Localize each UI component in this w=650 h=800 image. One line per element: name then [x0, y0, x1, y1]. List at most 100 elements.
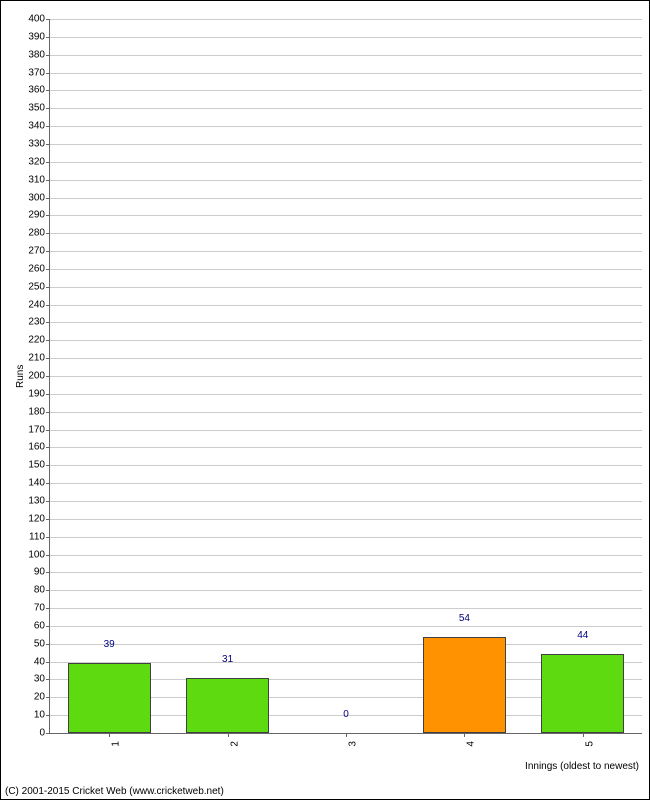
x-tick [346, 733, 347, 737]
gridline [50, 198, 642, 199]
gridline [50, 430, 642, 431]
gridline [50, 162, 642, 163]
bar-value-label: 54 [459, 613, 470, 624]
y-tick-label: 0 [39, 728, 50, 739]
x-tick-label: 5 [584, 741, 595, 747]
y-tick-label: 260 [28, 263, 50, 274]
y-tick-label: 50 [34, 638, 50, 649]
y-tick-label: 390 [28, 31, 50, 42]
gridline [50, 394, 642, 395]
y-tick-label: 310 [28, 174, 50, 185]
bar-value-label: 44 [577, 630, 588, 641]
y-tick-label: 280 [28, 228, 50, 239]
y-tick-label: 190 [28, 388, 50, 399]
gridline [50, 180, 642, 181]
y-tick-label: 380 [28, 49, 50, 60]
y-tick-label: 300 [28, 192, 50, 203]
x-tick-label: 3 [348, 741, 359, 747]
y-tick-label: 160 [28, 442, 50, 453]
gridline [50, 108, 642, 109]
gridline [50, 251, 642, 252]
y-axis-title: Runs [15, 365, 26, 388]
y-tick-label: 120 [28, 513, 50, 524]
plot-area: 0102030405060708090100110120130140150160… [49, 19, 642, 734]
bar-value-label: 0 [343, 709, 349, 720]
y-tick-label: 180 [28, 406, 50, 417]
gridline [50, 73, 642, 74]
gridline [50, 19, 642, 20]
bar-value-label: 39 [104, 639, 115, 650]
gridline [50, 215, 642, 216]
gridline [50, 287, 642, 288]
y-tick-label: 40 [34, 656, 50, 667]
gridline [50, 90, 642, 91]
x-tick-label: 4 [466, 741, 477, 747]
gridline [50, 233, 642, 234]
gridline [50, 412, 642, 413]
y-tick-label: 230 [28, 317, 50, 328]
x-tick-label: 2 [229, 741, 240, 747]
y-tick-label: 100 [28, 549, 50, 560]
y-tick-label: 110 [29, 531, 50, 542]
chart-container: 0102030405060708090100110120130140150160… [0, 0, 650, 800]
x-axis-title: Innings (oldest to newest) [525, 761, 639, 772]
y-tick-label: 290 [28, 210, 50, 221]
bar [423, 637, 506, 733]
gridline [50, 626, 642, 627]
y-tick-label: 220 [28, 335, 50, 346]
y-tick-label: 330 [28, 138, 50, 149]
gridline [50, 644, 642, 645]
y-tick-label: 170 [28, 424, 50, 435]
y-tick-label: 20 [34, 692, 50, 703]
gridline [50, 269, 642, 270]
gridline [50, 501, 642, 502]
y-tick-label: 350 [28, 103, 50, 114]
copyright-text: (C) 2001-2015 Cricket Web (www.cricketwe… [5, 786, 224, 797]
gridline [50, 590, 642, 591]
y-tick-label: 210 [28, 353, 50, 364]
gridline [50, 322, 642, 323]
gridline [50, 126, 642, 127]
gridline [50, 519, 642, 520]
gridline [50, 447, 642, 448]
gridline [50, 376, 642, 377]
y-tick-label: 240 [28, 299, 50, 310]
bar [186, 678, 269, 733]
gridline [50, 483, 642, 484]
gridline [50, 537, 642, 538]
y-tick-label: 70 [34, 603, 50, 614]
gridline [50, 144, 642, 145]
gridline [50, 465, 642, 466]
gridline [50, 340, 642, 341]
y-tick-label: 340 [28, 121, 50, 132]
gridline [50, 37, 642, 38]
y-tick-label: 60 [34, 620, 50, 631]
gridline [50, 572, 642, 573]
x-tick [464, 733, 465, 737]
y-tick-label: 270 [28, 246, 50, 257]
y-tick-label: 360 [28, 85, 50, 96]
gridline [50, 555, 642, 556]
y-tick-label: 400 [28, 14, 50, 25]
gridline [50, 358, 642, 359]
x-tick-label: 1 [111, 741, 122, 747]
bar [68, 663, 151, 733]
x-tick [583, 733, 584, 737]
y-tick-label: 140 [28, 478, 50, 489]
gridline [50, 55, 642, 56]
bar [541, 654, 624, 733]
y-tick-label: 10 [34, 710, 50, 721]
bar-value-label: 31 [222, 654, 233, 665]
y-tick-label: 150 [28, 460, 50, 471]
y-tick-label: 200 [28, 371, 50, 382]
gridline [50, 608, 642, 609]
y-tick-label: 370 [28, 67, 50, 78]
x-tick [228, 733, 229, 737]
y-tick-label: 80 [34, 585, 50, 596]
gridline [50, 305, 642, 306]
y-tick-label: 90 [34, 567, 50, 578]
x-tick [109, 733, 110, 737]
y-tick-label: 130 [28, 495, 50, 506]
y-tick-label: 250 [28, 281, 50, 292]
y-tick-label: 30 [34, 674, 50, 685]
